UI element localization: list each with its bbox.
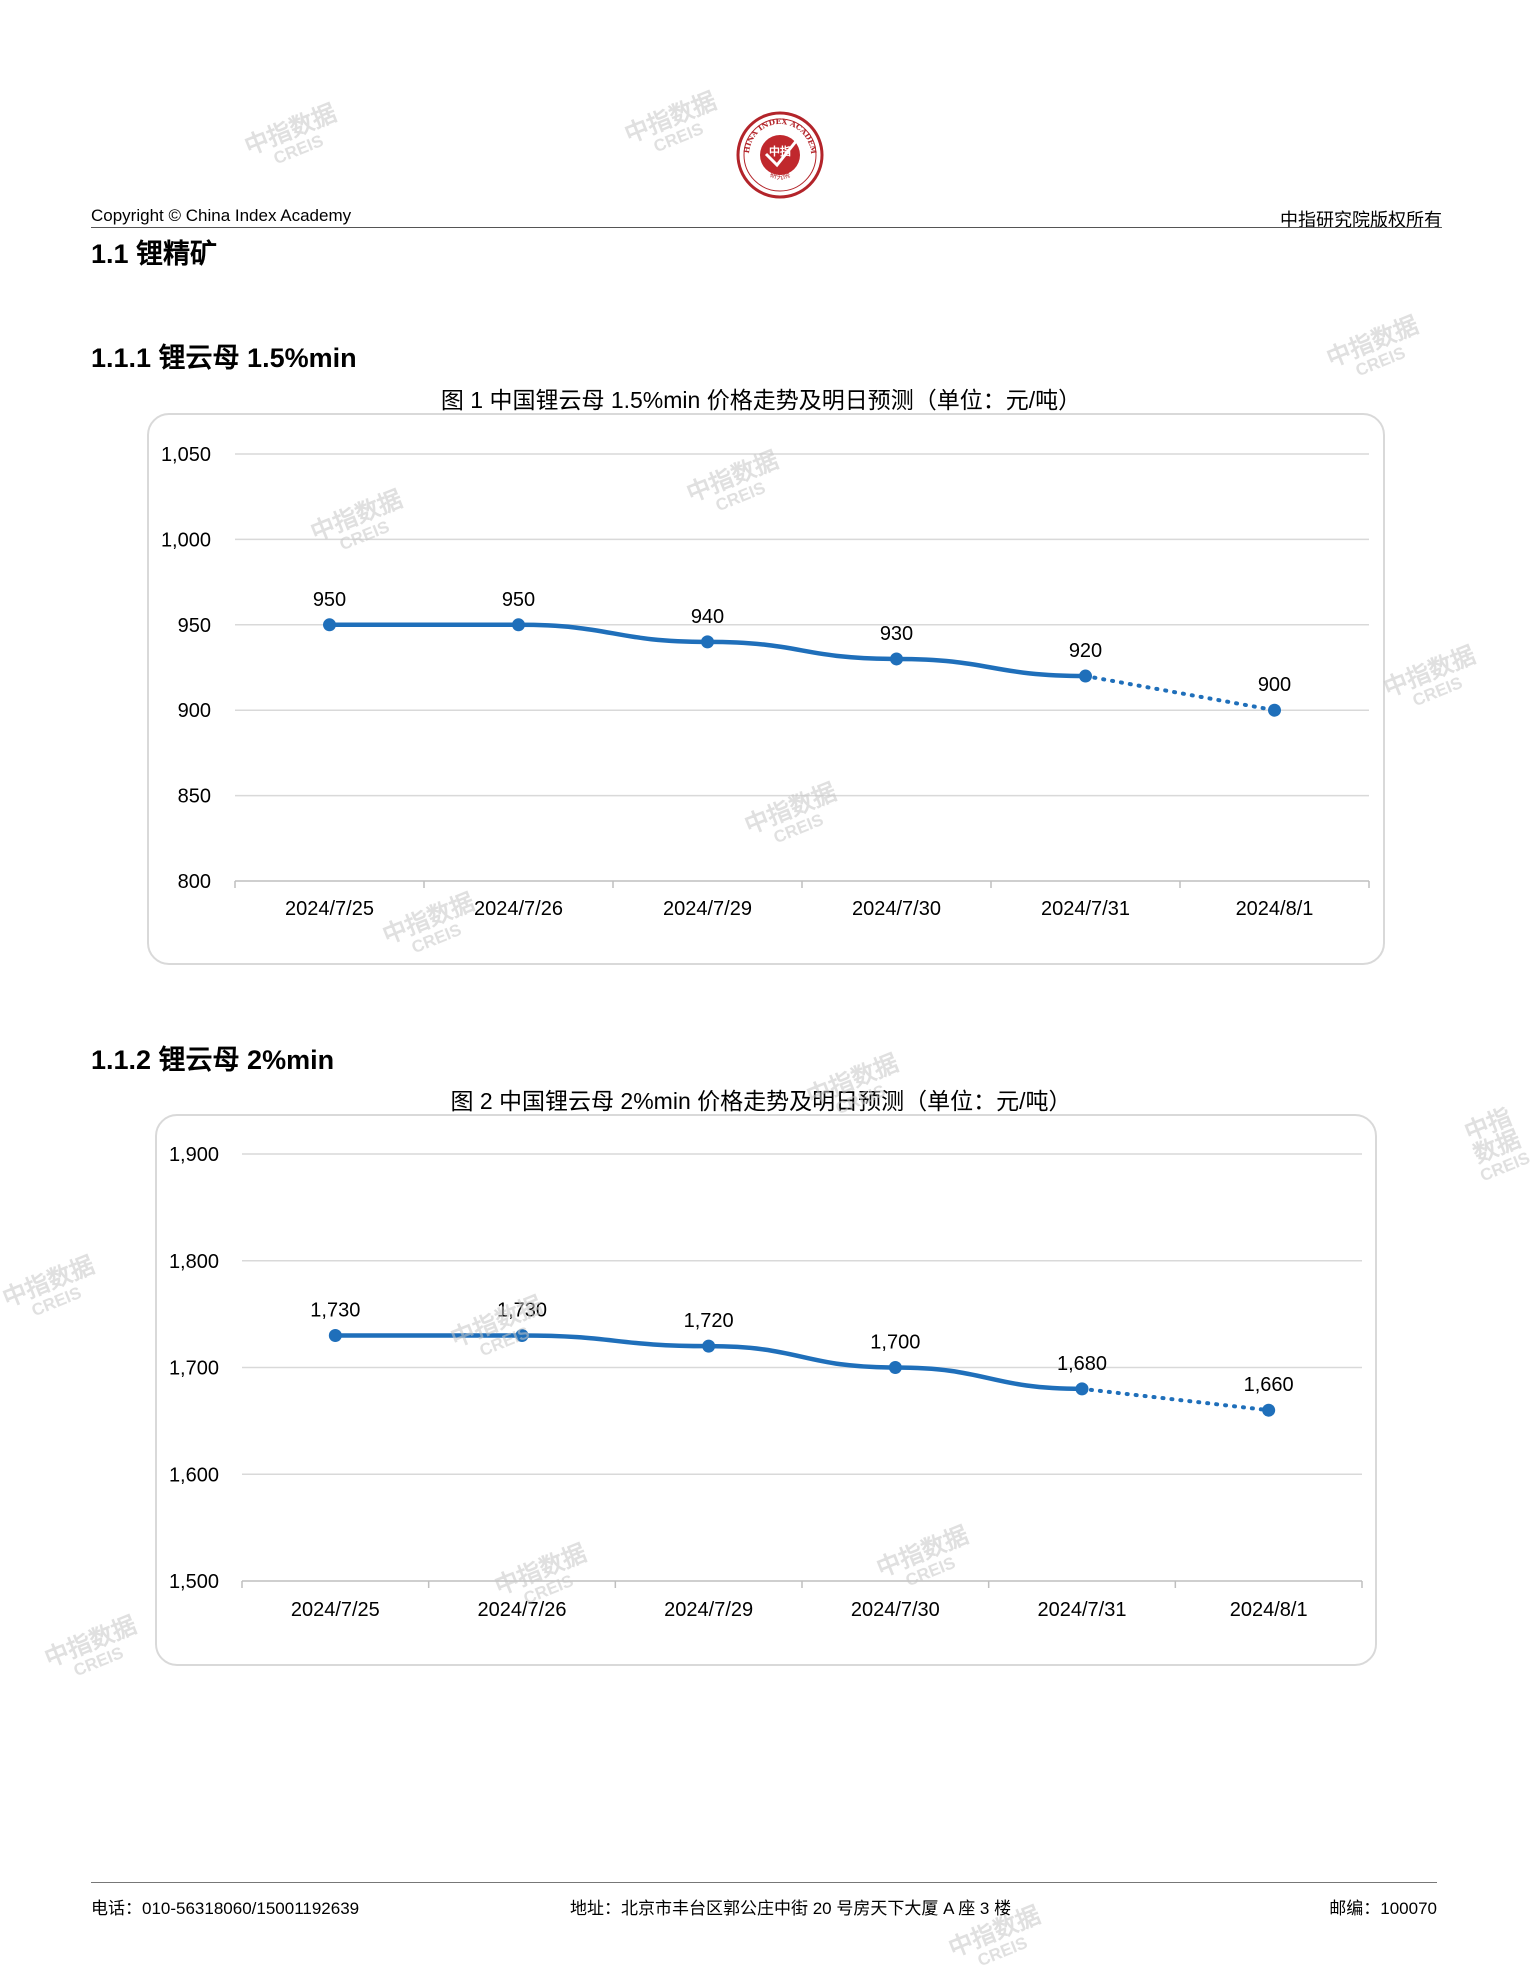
x-tick-label: 2024/7/31 (1038, 1599, 1127, 1621)
footer-postcode: 邮编：100070 (1329, 1899, 1437, 1918)
data-label: 1,730 (497, 1299, 547, 1321)
watermark: 中指数据 CREIS (41, 1611, 141, 1681)
data-label: 940 (691, 606, 724, 628)
x-tick-label: 2024/7/29 (664, 1599, 753, 1621)
data-point (323, 618, 336, 632)
data-label: 900 (1258, 674, 1291, 696)
watermark: 中指数据 CREIS (1380, 641, 1480, 711)
y-tick-label: 850 (178, 786, 211, 808)
data-label: 1,730 (310, 1299, 360, 1321)
watermark: 中指数据 CREIS (0, 1251, 99, 1321)
watermark: 中指数据 CREIS (1460, 1103, 1530, 1186)
china-index-academy-logo: CHINA INDEX ACADEMY 研究院 中指 (731, 103, 825, 200)
svg-text:研究院: 研究院 (769, 170, 791, 181)
series-line-forecast (1083, 674, 1277, 713)
data-label: 1,680 (1057, 1353, 1107, 1375)
data-label: 920 (1069, 640, 1102, 662)
data-point (1079, 669, 1092, 683)
x-tick-label: 2024/7/30 (851, 1599, 940, 1621)
watermark: 中指数据 CREIS (621, 87, 721, 157)
data-point (702, 1339, 716, 1353)
footer-divider (91, 1882, 1437, 1883)
section-title: 1.1 锂精矿 (91, 239, 218, 269)
x-tick-label: 2024/7/26 (478, 1599, 567, 1621)
data-point (515, 1328, 529, 1342)
y-tick-label: 950 (178, 615, 211, 637)
svg-text:中指: 中指 (769, 144, 791, 158)
x-tick-label: 2024/7/25 (291, 1599, 380, 1621)
copyright-text: Copyright © China Index Academy (91, 206, 352, 225)
y-tick-label: 1,050 (161, 444, 211, 466)
y-tick-label: 1,000 (161, 529, 211, 551)
x-tick-label: 2024/7/29 (663, 898, 752, 920)
subsection-title-2: 1.1.2 锂云母 2%min (91, 1045, 335, 1075)
y-tick-label: 1,700 (169, 1358, 219, 1380)
data-point (890, 652, 903, 666)
watermark: 中指数据 CREIS (1323, 311, 1423, 381)
x-tick-label: 2024/7/25 (285, 898, 374, 920)
header-divider (91, 227, 1442, 228)
watermark: 中指数据 CREIS (241, 99, 341, 169)
footer-address: 地址：北京市丰台区郭公庄中街 20 号房天下大厦 A 座 3 楼 (570, 1899, 1012, 1918)
x-tick-label: 2024/8/1 (1230, 1599, 1308, 1621)
data-label: 950 (313, 589, 346, 611)
data-label: 1,700 (870, 1332, 920, 1354)
data-point (701, 635, 714, 649)
y-tick-label: 1,900 (169, 1144, 219, 1166)
footer-phone: 电话：010-56318060/15001192639 (91, 1899, 360, 1918)
x-tick-label: 2024/7/26 (474, 898, 563, 920)
data-point (1075, 1382, 1089, 1396)
y-tick-label: 800 (178, 871, 211, 893)
chart-1: 800 850 900 950 1,000 1,050 2024/7/25 2024/7/26… (147, 413, 1385, 965)
data-label: 1,720 (684, 1310, 734, 1332)
data-label: 1,660 (1244, 1374, 1294, 1396)
data-point (1268, 703, 1281, 717)
data-label: 950 (502, 589, 535, 611)
data-point (512, 618, 525, 632)
series-line-actual (327, 622, 1088, 679)
y-tick-label: 900 (178, 700, 211, 722)
y-tick-label: 1,800 (169, 1251, 219, 1273)
x-tick-label: 2024/7/30 (852, 898, 941, 920)
series-line-forecast (1080, 1386, 1271, 1413)
rights-reserved-text: 中指研究院版权所有 (1280, 210, 1442, 231)
chart-1-plot: 800 850 900 950 1,000 1,050 2024/7/25 2024/7/26… (161, 444, 1370, 920)
y-tick-label: 1,600 (169, 1464, 219, 1486)
data-point (328, 1328, 342, 1342)
x-tick-label: 2024/7/31 (1041, 898, 1130, 920)
chart-2-title: 图 2 中国锂云母 2%min 价格走势及明日预测（单位：元/吨） (450, 1088, 1072, 1114)
data-point (888, 1361, 902, 1374)
chart-2: 1,500 1,600 1,700 1,800 1,900 2024/7/25 2024/7… (155, 1114, 1377, 1666)
data-label: 930 (880, 623, 913, 645)
subsection-title-1: 1.1.1 锂云母 1.5%min (91, 343, 357, 373)
data-point (1262, 1403, 1276, 1417)
chart-1-title: 图 1 中国锂云母 1.5%min 价格走势及明日预测（单位：元/吨） (440, 387, 1082, 413)
y-tick-label: 1,500 (169, 1571, 219, 1593)
chart-2-plot: 1,500 1,600 1,700 1,800 1,900 2024/7/25 2024/7… (169, 1144, 1363, 1621)
x-tick-label: 2024/8/1 (1236, 898, 1314, 920)
